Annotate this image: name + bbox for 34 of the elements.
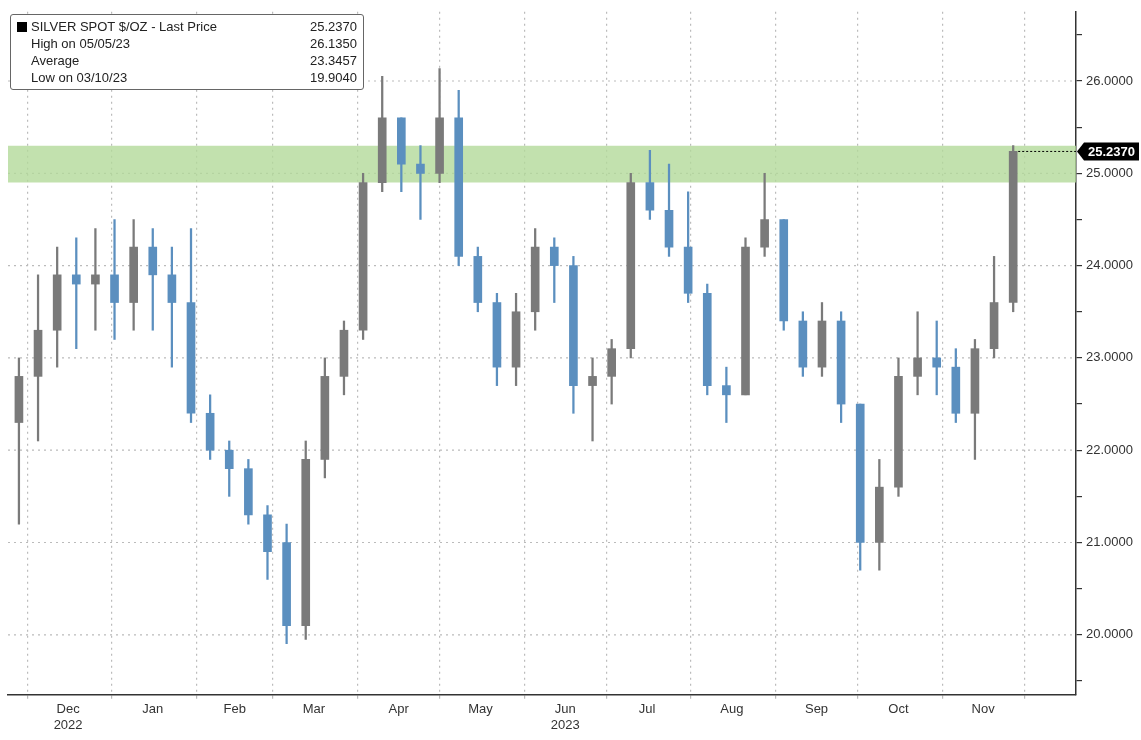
x-tick-label: May [468, 701, 494, 717]
y-tick-label: 22.0000 [1086, 441, 1134, 457]
x-tick-label: Feb [223, 701, 246, 717]
candlestick [416, 145, 425, 220]
x-tick-label: Dec 2022 [53, 701, 83, 732]
x-tick-label: Jul [638, 701, 656, 717]
x-tick-label: Nov [971, 701, 996, 717]
annotation: 25.2370 [1088, 144, 1136, 160]
annotation: 19.9040 [310, 69, 357, 86]
x-tick-label: Mar [302, 701, 326, 717]
annotation: High on 05/05/23 [31, 35, 131, 52]
x-tick-label: Oct [888, 701, 909, 717]
annotation: Average [31, 52, 80, 69]
candlestick [91, 228, 100, 331]
text: SILVER SPOT $/OZ - Last Price [30, 18, 217, 35]
y-tick-label: 20.0000 [1086, 626, 1134, 642]
x-tick-label: Apr [388, 701, 410, 717]
y-tick-label: 21.0000 [1086, 534, 1134, 550]
candlestick [588, 357, 597, 442]
candlestick [722, 366, 731, 423]
y-tick-label: 26.0000 [1086, 72, 1134, 88]
annotation: 26.1350 [310, 35, 357, 52]
y-tick-label: 25.0000 [1086, 164, 1134, 180]
y-tick-label: 23.0000 [1086, 349, 1134, 365]
x-tick-label: Sep [804, 701, 829, 717]
x-tick-label: Jun 2023 [550, 701, 580, 732]
annotation: Low on 03/10/23 [31, 69, 128, 86]
annotation: 23.3457 [310, 52, 357, 69]
x-tick-label: Aug [720, 701, 744, 717]
text: 25.2370 [310, 19, 357, 34]
candlestick [913, 311, 922, 396]
candlestick [110, 219, 119, 340]
y-tick-label: 24.0000 [1086, 257, 1134, 273]
x-tick-label: Jan [142, 701, 164, 717]
